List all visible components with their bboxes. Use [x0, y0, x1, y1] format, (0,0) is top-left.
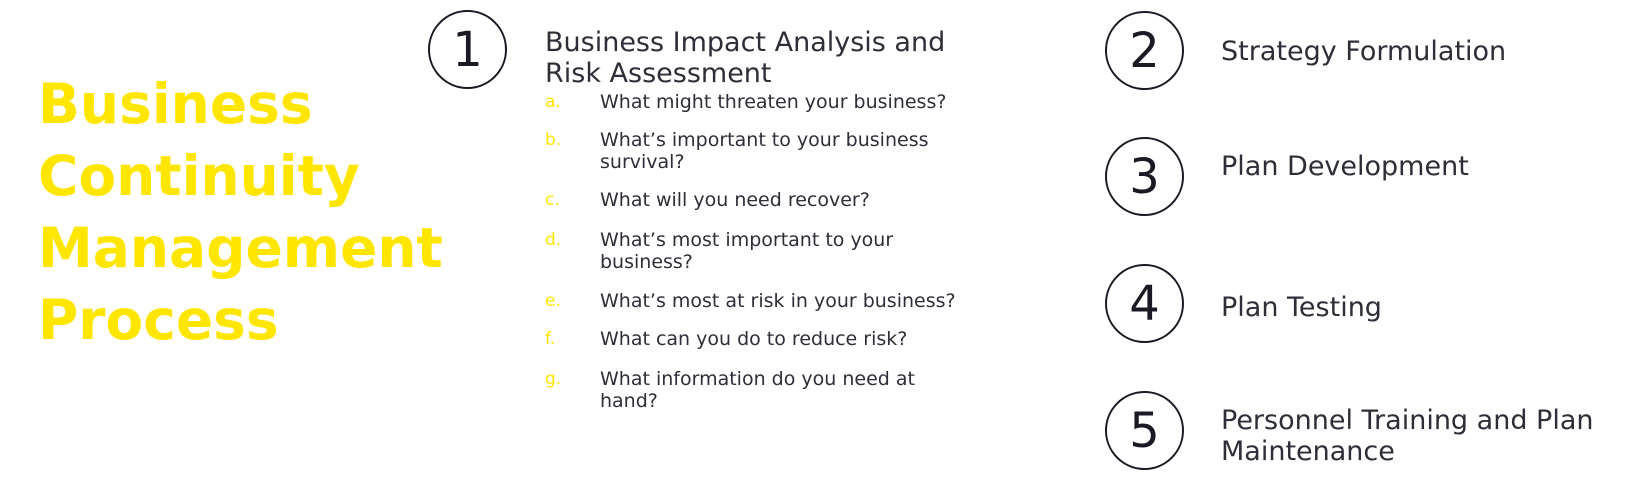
step-5-title-line: Maintenance	[1221, 436, 1395, 467]
list-item-text: What will you need recover?	[600, 189, 870, 211]
list-item: f. What can you do to reduce risk?	[545, 328, 965, 368]
step-5-title-line: Personnel Training and Plan	[1221, 405, 1594, 436]
step-4-title: Plan Testing	[1221, 292, 1382, 323]
title-line: Business	[38, 72, 313, 136]
step-5-title: Personnel Training and Plan Maintenance	[1221, 405, 1593, 467]
page-title: Business Continuity Management Process	[38, 68, 443, 356]
step-3-title: Plan Development	[1221, 151, 1469, 182]
list-item-text: What’s most important to your business?	[600, 229, 894, 273]
step-1-title-line: Business Impact Analysis and	[545, 27, 946, 58]
list-item-letter: f.	[545, 329, 556, 349]
title-line: Continuity	[38, 144, 360, 208]
step-1-title-line: Risk Assessment	[545, 58, 772, 89]
step-2-title: Strategy Formulation	[1221, 36, 1507, 67]
step-1-subitem-list: a. What might threaten your business? b.…	[545, 91, 965, 412]
list-item: c. What will you need recover?	[545, 189, 965, 229]
title-line: Management	[38, 216, 443, 280]
list-item-letter: g.	[545, 369, 562, 389]
list-item: a. What might threaten your business?	[545, 91, 965, 129]
list-item-text: What’s important to your business surviv…	[600, 129, 929, 173]
list-item-letter: d.	[545, 230, 562, 250]
list-item: g. What information do you need at hand?	[545, 368, 965, 412]
list-item-text: What information do you need at hand?	[600, 368, 915, 412]
list-item-letter: a.	[545, 92, 561, 112]
list-item-text: What can you do to reduce risk?	[600, 328, 908, 350]
title-line: Process	[38, 288, 279, 352]
list-item: d. What’s most important to your busines…	[545, 229, 965, 290]
step-4-number-circle: 4	[1105, 264, 1184, 343]
list-item-letter: e.	[545, 291, 561, 311]
step-1-number-circle: 1	[428, 10, 507, 89]
list-item-text: What might threaten your business?	[600, 91, 947, 113]
step-2-number-circle: 2	[1105, 11, 1184, 90]
list-item-letter: b.	[545, 130, 562, 150]
step-5-number-circle: 5	[1105, 391, 1184, 470]
list-item: e. What’s most at risk in your business?	[545, 290, 965, 328]
list-item-text: What’s most at risk in your business?	[600, 290, 956, 312]
step-3-number-circle: 3	[1105, 137, 1184, 216]
list-item-letter: c.	[545, 190, 560, 210]
step-1-title: Business Impact Analysis and Risk Assess…	[545, 27, 945, 89]
list-item: b. What’s important to your business sur…	[545, 129, 965, 189]
